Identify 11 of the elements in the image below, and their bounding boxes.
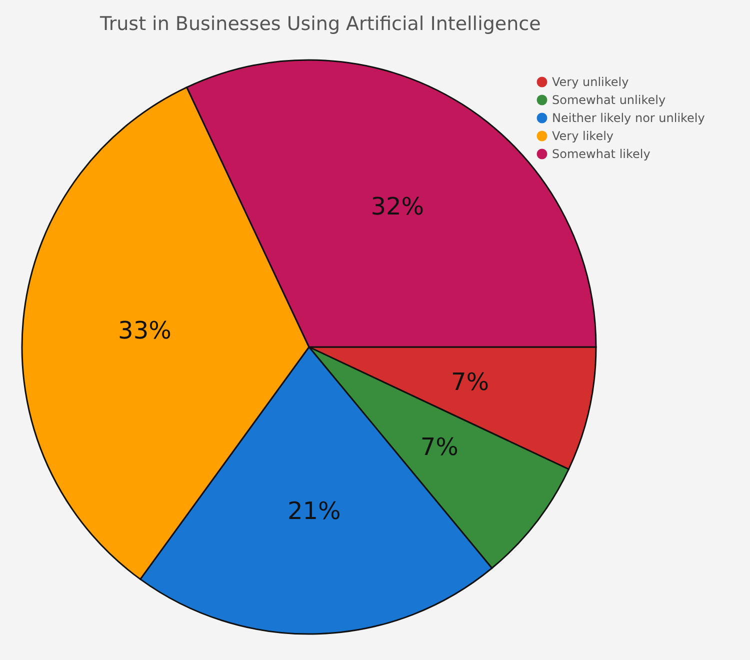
data-label: 7% <box>420 433 458 462</box>
data-label: 33% <box>118 316 172 344</box>
legend-label: Very unlikely <box>552 75 629 89</box>
legend-label: Somewhat unlikely <box>552 93 666 107</box>
legend-label: Very likely <box>552 129 614 143</box>
data-label: 7% <box>450 368 490 396</box>
legend-label: Somewhat likely <box>552 147 650 161</box>
chart-title: Trust in Businesses Using Artificial Intelligence <box>99 13 541 35</box>
legend-label: Neither likely nor unlikely <box>552 111 705 125</box>
data-label: 32% <box>370 192 424 221</box>
data-label: 21% <box>288 496 341 525</box>
